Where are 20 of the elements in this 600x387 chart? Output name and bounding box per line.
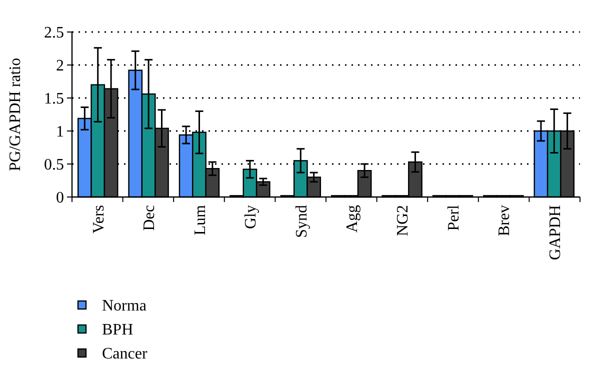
x-tick-label: Synd (293, 205, 310, 238)
x-tick-label: Vers (90, 205, 108, 234)
legend-label: BPH (102, 322, 134, 339)
y-tick-label: 1 (56, 124, 64, 141)
x-tick-label: Brev (496, 205, 514, 236)
y-tick-label: 0 (56, 190, 64, 207)
legend-label: Norma (102, 298, 146, 315)
x-tick-label: Lum (192, 204, 209, 236)
y-tick-label: 1.5 (44, 90, 64, 108)
x-tick-label: NG2 (394, 205, 412, 236)
x-tick-label: Perl (445, 204, 462, 231)
x-tick-label: GAPDH (546, 204, 564, 260)
legend-label: Cancer (102, 346, 148, 363)
y-axis-title: PG/GAPDH ratio (7, 58, 24, 172)
x-tick-label: Dec (141, 205, 158, 231)
y-tick-label: 2.5 (44, 24, 64, 42)
x-tick-label: Agg (344, 205, 361, 233)
x-tick-label: Gly (242, 205, 260, 229)
y-tick-label: 0.5 (44, 156, 64, 174)
y-tick-label: 2 (56, 58, 64, 75)
